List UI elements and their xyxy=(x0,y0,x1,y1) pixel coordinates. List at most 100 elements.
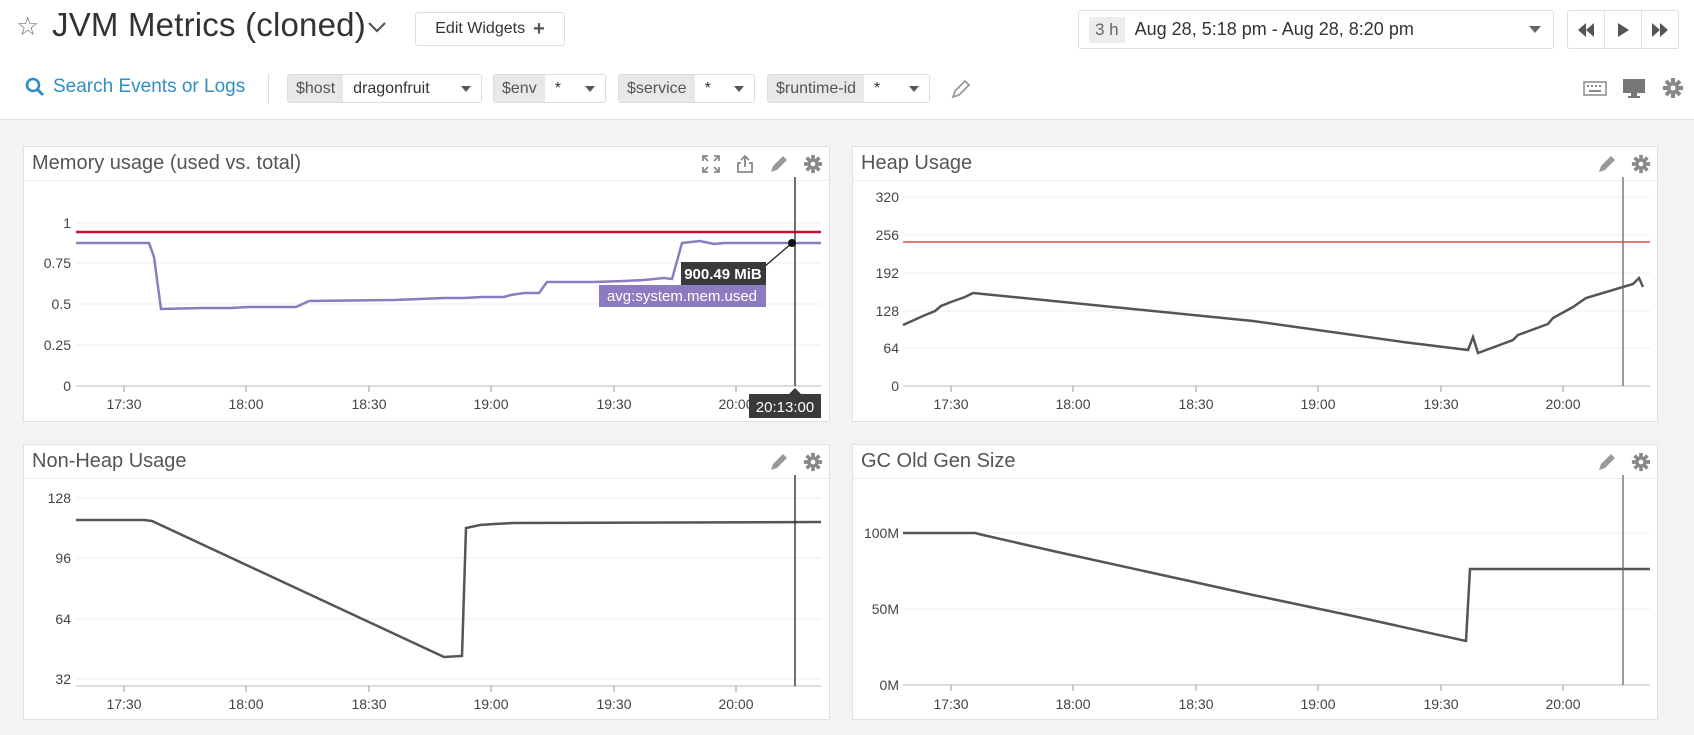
svg-text:19:30: 19:30 xyxy=(596,696,631,712)
svg-text:64: 64 xyxy=(55,611,71,627)
svg-text:19:30: 19:30 xyxy=(596,396,631,412)
svg-text:128: 128 xyxy=(876,303,900,319)
share-export-icon[interactable] xyxy=(735,154,755,174)
edit-template-vars-pencil-icon[interactable] xyxy=(950,78,972,100)
caret-down-icon xyxy=(585,85,595,92)
svg-text:18:00: 18:00 xyxy=(1055,696,1090,712)
caret-down-icon xyxy=(909,85,919,92)
edit-widgets-label: Edit Widgets xyxy=(435,20,526,37)
template-var-value: * xyxy=(694,75,754,102)
edit-pencil-icon[interactable] xyxy=(769,452,789,472)
caret-down-icon xyxy=(1529,26,1541,33)
widget-header: Heap Usage xyxy=(853,147,1657,181)
template-var-value: * xyxy=(544,75,605,102)
favorite-star-icon[interactable]: ☆ xyxy=(16,12,40,42)
template-var-value-text: * xyxy=(874,79,881,97)
play-icon xyxy=(1618,22,1629,37)
widget-settings-gear-icon[interactable] xyxy=(1631,452,1651,472)
playback-controls xyxy=(1567,10,1679,49)
template-var-env[interactable]: $env * xyxy=(493,74,606,103)
svg-text:17:30: 17:30 xyxy=(933,396,968,412)
play-button[interactable] xyxy=(1605,11,1642,48)
svg-text:18:00: 18:00 xyxy=(228,396,263,412)
svg-text:17:30: 17:30 xyxy=(933,696,968,712)
dashboard-header: ☆ JVM Metrics (cloned) Edit Widgets + 3 … xyxy=(0,0,1694,120)
template-var-value: dragonfruit xyxy=(343,75,481,102)
edit-pencil-icon[interactable] xyxy=(1597,154,1617,174)
title-dropdown-chevron-icon[interactable] xyxy=(366,16,388,38)
svg-text:18:00: 18:00 xyxy=(1055,396,1090,412)
svg-text:0: 0 xyxy=(63,378,71,394)
search-events-link[interactable]: Search Events or Logs xyxy=(25,76,245,98)
svg-text:18:30: 18:30 xyxy=(351,696,386,712)
widget-header: Memory usage (used vs. total) xyxy=(24,147,829,181)
rewind-icon xyxy=(1578,22,1594,37)
svg-text:96: 96 xyxy=(55,550,71,566)
svg-text:19:30: 19:30 xyxy=(1423,696,1458,712)
svg-text:20:00: 20:00 xyxy=(718,396,753,412)
widget-title: GC Old Gen Size xyxy=(861,450,1016,472)
edit-pencil-icon[interactable] xyxy=(769,154,789,174)
template-var-key: $env xyxy=(494,75,545,102)
template-var-value-text: dragonfruit xyxy=(353,79,430,97)
widget-settings-gear-icon[interactable] xyxy=(1631,154,1651,174)
widget-settings-gear-icon[interactable] xyxy=(803,452,823,472)
svg-text:128: 128 xyxy=(48,490,72,506)
svg-text:19:30: 19:30 xyxy=(1423,396,1458,412)
tooltip-value: 900.49 MiB xyxy=(684,266,762,283)
svg-text:32: 32 xyxy=(55,671,71,687)
caret-down-icon xyxy=(734,85,744,92)
widget-non-heap-usage: Non-Heap Usage 128 96 64 32 17:30 18:00 18:… xyxy=(23,444,830,720)
dashboard-title: JVM Metrics (cloned) xyxy=(52,6,366,43)
svg-text:18:30: 18:30 xyxy=(1178,696,1213,712)
tooltip-series: avg:system.mem.used xyxy=(607,288,757,305)
widget-header: Non-Heap Usage xyxy=(24,445,829,479)
template-var-value: * xyxy=(864,75,929,102)
fast-forward-icon xyxy=(1652,22,1668,37)
template-var-key: $runtime-id xyxy=(768,75,865,102)
search-icon xyxy=(25,77,45,97)
fullscreen-icon[interactable] xyxy=(701,154,721,174)
search-events-label: Search Events or Logs xyxy=(53,76,246,97)
edit-pencil-icon[interactable] xyxy=(1597,452,1617,472)
widget-settings-gear-icon[interactable] xyxy=(803,154,823,174)
widget-title: Memory usage (used vs. total) xyxy=(32,152,301,174)
svg-text:0: 0 xyxy=(891,378,899,394)
template-var-runtime-id[interactable]: $runtime-id * xyxy=(767,74,930,103)
svg-text:20:00: 20:00 xyxy=(1545,696,1580,712)
svg-text:0.75: 0.75 xyxy=(44,255,71,271)
widget-heap-usage: Heap Usage 320 256 192 128 64 0 17:30 18:00 1… xyxy=(852,146,1658,422)
time-range-picker[interactable]: 3 h Aug 28, 5:18 pm - Aug 28, 8:20 pm xyxy=(1078,10,1554,49)
template-var-key: $host xyxy=(288,75,344,102)
edit-widgets-button[interactable]: Edit Widgets + xyxy=(415,12,565,46)
rewind-button[interactable] xyxy=(1568,11,1605,48)
settings-gear-icon[interactable] xyxy=(1662,77,1684,99)
widget-header: GC Old Gen Size xyxy=(853,445,1657,479)
svg-text:0.25: 0.25 xyxy=(44,337,71,353)
template-var-service[interactable]: $service * xyxy=(618,74,755,103)
svg-text:20:00: 20:00 xyxy=(1545,396,1580,412)
svg-text:192: 192 xyxy=(876,265,900,281)
template-var-host[interactable]: $host dragonfruit xyxy=(287,74,482,103)
tv-mode-icon[interactable] xyxy=(1622,77,1646,99)
widget-title: Non-Heap Usage xyxy=(32,450,187,472)
memory-usage-chart[interactable]: 1 0.75 0.5 0.25 0 17:30 18:00 18:30 19:00 19… xyxy=(24,147,831,423)
svg-text:0M: 0M xyxy=(880,677,899,693)
svg-text:19:00: 19:00 xyxy=(1300,696,1335,712)
svg-text:0.5: 0.5 xyxy=(52,296,72,312)
widget-gc-old-gen-size: GC Old Gen Size 100M 50M 0M 17:30 18:00 18… xyxy=(852,444,1658,720)
time-range-badge: 3 h xyxy=(1089,16,1125,43)
template-var-value-text: * xyxy=(704,79,711,97)
divider xyxy=(268,74,269,104)
svg-text:18:00: 18:00 xyxy=(228,696,263,712)
crosshair-time: 20:13:00 xyxy=(756,399,814,416)
fast-forward-button[interactable] xyxy=(1642,11,1678,48)
keyboard-icon[interactable] xyxy=(1583,77,1607,99)
svg-text:20:00: 20:00 xyxy=(718,696,753,712)
template-var-key: $service xyxy=(619,75,695,102)
svg-text:17:30: 17:30 xyxy=(106,396,141,412)
widget-title: Heap Usage xyxy=(861,152,973,174)
